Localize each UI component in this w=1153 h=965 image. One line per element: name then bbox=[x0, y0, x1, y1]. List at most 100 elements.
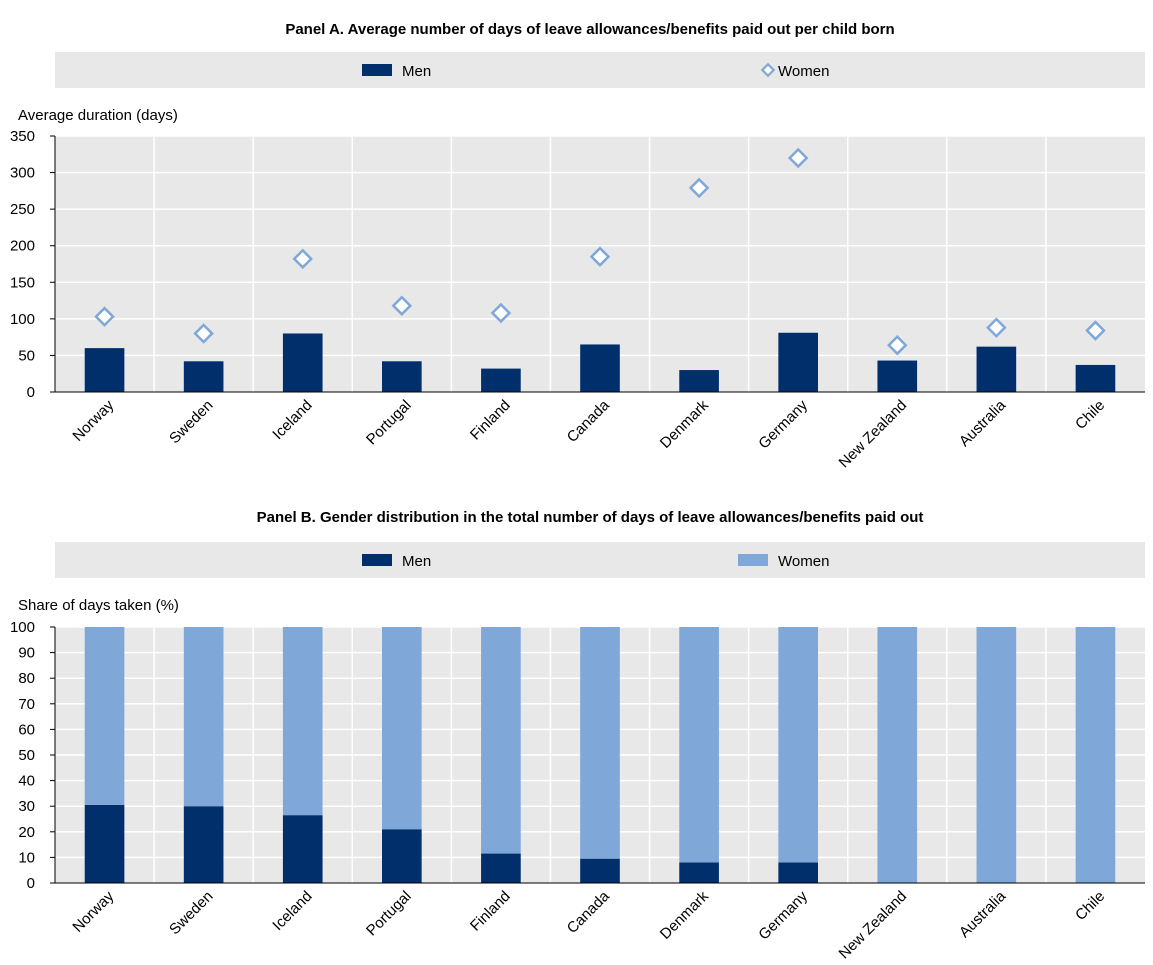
panel-b-bar-women-canada bbox=[580, 627, 620, 859]
panel-b-bar-women-norway bbox=[84, 627, 125, 805]
panel-a-category-label-portugal: Portugal bbox=[363, 397, 415, 449]
panel-b-legend-box bbox=[55, 542, 1145, 578]
panel-b-category-label-new-zealand: New Zealand bbox=[836, 888, 911, 963]
panel-a-bar-men-norway bbox=[84, 348, 125, 392]
panel-a-bar-men-sweden bbox=[183, 361, 224, 392]
panel-a-y-axis-label: Average duration (days) bbox=[18, 107, 178, 124]
panel-a-legend-swatch-men bbox=[362, 64, 392, 76]
panel-b-bar-men-germany bbox=[778, 862, 818, 883]
panel-b-bar-women-denmark bbox=[679, 627, 719, 863]
panel-a-y-tick-label: 100 bbox=[10, 311, 35, 328]
panel-b-y-tick-label: 10 bbox=[18, 849, 35, 866]
panel-b-category-label-iceland: Iceland bbox=[269, 888, 315, 934]
panel-a-category-label-germany: Germany bbox=[755, 396, 811, 452]
panel-a-y-tick-label: 300 bbox=[10, 165, 35, 182]
panel-b-y-tick-label: 40 bbox=[18, 773, 35, 790]
panel-b-legend-label-men: Men bbox=[402, 553, 431, 570]
panel-b-category-label-denmark: Denmark bbox=[657, 887, 712, 942]
panel-a-y-tick-label: 0 bbox=[27, 384, 35, 401]
panel-b-bar-men-denmark bbox=[679, 862, 719, 883]
panel-a-y-tick-label: 50 bbox=[18, 347, 35, 364]
panel-a-marker-women-iceland bbox=[292, 248, 313, 270]
panel-a-legend-label-women: Women bbox=[778, 63, 829, 80]
panel-a-legend-marker-women bbox=[760, 62, 776, 78]
panel-b-legend-swatch-women bbox=[738, 554, 768, 566]
panel-b: Panel B. Gender distribution in the tota… bbox=[10, 509, 1145, 962]
panel-a-category-label-canada: Canada bbox=[564, 396, 614, 446]
panel-b-y-tick-label: 30 bbox=[18, 798, 35, 815]
panel-a-bar-men-canada bbox=[580, 344, 620, 392]
panel-b-y-tick-label: 60 bbox=[18, 721, 35, 738]
panel-b-bar-men-canada bbox=[580, 858, 620, 883]
panel-b-y-tick-label: 100 bbox=[10, 619, 35, 636]
panel-b-category-label-australia: Australia bbox=[956, 887, 1010, 941]
panel-b-plot: 0 10 20 30 40 50 60 70 80 90 100 Norway Sweden Icelan… bbox=[10, 619, 1145, 962]
panel-b-category-label-sweden: Sweden bbox=[166, 888, 216, 938]
panel-a-category-label-norway: Norway bbox=[69, 396, 117, 444]
panel-b-bar-women-iceland bbox=[282, 627, 323, 816]
panel-b-title: Panel B. Gender distribution in the tota… bbox=[257, 509, 924, 526]
panel-b-category-label-germany: Germany bbox=[755, 887, 811, 943]
panel-b-y-tick-label: 50 bbox=[18, 747, 35, 764]
panel-a-marker-women-australia bbox=[986, 317, 1007, 338]
panel-b-legend-label-women: Women bbox=[778, 553, 829, 570]
panel-a-category-label-finland: Finland bbox=[467, 397, 514, 444]
panel-b-category-label-portugal: Portugal bbox=[363, 888, 415, 940]
panel-a-bar-men-germany bbox=[778, 332, 818, 392]
panel-a-marker-women-portugal bbox=[391, 295, 413, 316]
panel-a-marker-women-denmark bbox=[688, 177, 710, 199]
panel-a-bar-men-portugal bbox=[382, 361, 422, 392]
panel-b-bar-men-sweden bbox=[183, 806, 224, 883]
panel-b-bar-women-germany bbox=[778, 627, 818, 863]
panel-a-bar-men-denmark bbox=[679, 370, 719, 392]
panel-a-marker-women-germany bbox=[787, 147, 809, 169]
panel-a-title: Panel A. Average number of days of leave… bbox=[285, 21, 894, 38]
panel-a-marker-women-norway bbox=[94, 306, 115, 327]
panel-b-bar-women-australia bbox=[976, 627, 1017, 883]
panel-b-bar-men-portugal bbox=[382, 829, 422, 883]
panel-a-y-tick-label: 150 bbox=[10, 274, 35, 291]
panel-a-marker-women-chile bbox=[1085, 320, 1106, 341]
panel-b-y-tick-label: 80 bbox=[18, 670, 35, 687]
panel-b-bar-women-finland bbox=[481, 627, 521, 854]
panel-a-marker-women-finland bbox=[490, 302, 512, 324]
panel-a-y-tick-label: 350 bbox=[10, 128, 35, 145]
panel-a: Panel A. Average number of days of leave… bbox=[10, 21, 1145, 471]
panel-a-category-label-australia: Australia bbox=[956, 396, 1010, 450]
panel-b-bar-women-sweden bbox=[183, 627, 224, 807]
panel-b-category-label-chile: Chile bbox=[1072, 888, 1108, 924]
panel-a-bar-men-iceland bbox=[282, 333, 323, 392]
panel-b-bar-men-finland bbox=[481, 853, 521, 883]
panel-a-category-label-iceland: Iceland bbox=[269, 397, 315, 443]
panel-a-plot: 0 50 100 150 200 250 300 350 Norway Sweden Iceland… bbox=[10, 128, 1145, 471]
panel-a-legend-label-men: Men bbox=[402, 63, 431, 80]
panel-a-category-label-chile: Chile bbox=[1072, 397, 1108, 433]
panel-a-marker-women-sweden bbox=[193, 323, 214, 344]
panel-b-category-label-finland: Finland bbox=[467, 888, 514, 935]
panel-a-bar-men-chile bbox=[1075, 364, 1116, 392]
panel-a-bar-men-finland bbox=[481, 368, 521, 392]
panel-b-bar-women-portugal bbox=[382, 627, 422, 830]
panel-b-legend-swatch-men bbox=[362, 554, 392, 566]
panel-b-category-label-norway: Norway bbox=[69, 887, 117, 935]
panel-b-bar-women-chile bbox=[1075, 627, 1116, 883]
panel-a-category-label-denmark: Denmark bbox=[657, 396, 712, 451]
panel-b-category-label-canada: Canada bbox=[564, 887, 614, 937]
panel-b-bar-women-new-zealand bbox=[877, 627, 918, 883]
panel-a-y-tick-label: 250 bbox=[10, 201, 35, 218]
panel-a-category-label-sweden: Sweden bbox=[166, 397, 216, 447]
panel-b-y-tick-label: 90 bbox=[18, 645, 35, 662]
panel-a-bar-men-new-zealand bbox=[877, 360, 918, 392]
panel-a-category-label-new-zealand: New Zealand bbox=[836, 397, 911, 472]
panel-a-y-tick-label: 200 bbox=[10, 238, 35, 255]
panel-b-bar-men-iceland bbox=[282, 815, 323, 883]
panel-b-y-tick-label: 0 bbox=[27, 875, 35, 892]
panel-b-y-tick-label: 20 bbox=[18, 824, 35, 841]
panel-a-bar-men-australia bbox=[976, 346, 1017, 392]
panel-a-marker-women-new-zealand bbox=[887, 334, 908, 356]
panel-a-legend-box bbox=[55, 52, 1145, 88]
panel-b-y-axis-label: Share of days taken (%) bbox=[18, 597, 179, 614]
panel-a-marker-women-canada bbox=[589, 246, 611, 267]
panel-b-y-tick-label: 70 bbox=[18, 696, 35, 713]
